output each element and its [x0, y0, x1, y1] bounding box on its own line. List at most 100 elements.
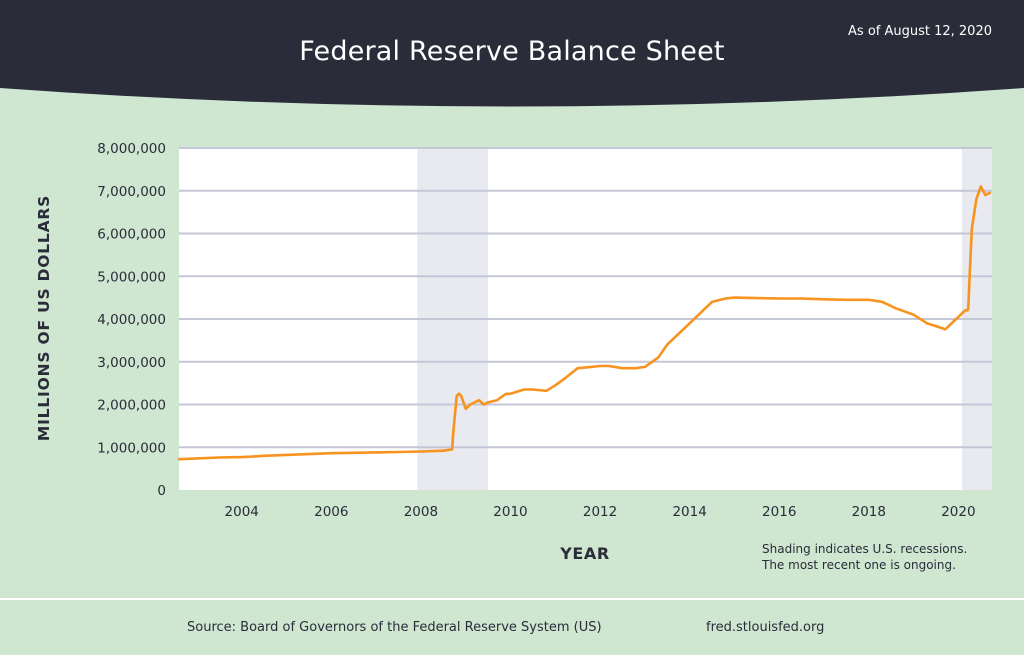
x-tick-label: 2018 — [852, 504, 886, 520]
header-banner — [0, 0, 1024, 107]
data-point — [308, 453, 310, 455]
data-point — [823, 298, 825, 301]
data-point — [478, 399, 480, 402]
data-point — [666, 343, 668, 346]
data-point — [442, 449, 445, 452]
data-point — [397, 451, 400, 453]
data-point — [778, 297, 780, 300]
data-point — [939, 326, 942, 329]
data-point — [452, 433, 454, 436]
data-point — [487, 401, 489, 404]
chart: 0 1,000,000 2,000,000 3,000,000 4,000,000 5,0… — [97, 141, 992, 520]
y-tick-label: 5,000,000 — [97, 269, 166, 285]
data-point — [962, 311, 964, 314]
source-text: Source: Board of Governors of the Federa… — [187, 620, 602, 635]
page-title: Federal Reserve Balance Sheet — [299, 36, 725, 67]
data-point — [989, 192, 991, 194]
y-axis-ticks: 0 1,000,000 2,000,000 3,000,000 4,000,000 5,0… — [97, 141, 166, 499]
footer-divider — [0, 598, 1024, 600]
data-point — [420, 450, 422, 453]
y-axis-label: MILLIONS OF US DOLLARS — [35, 194, 53, 442]
data-point — [523, 388, 525, 391]
x-tick-label: 2014 — [672, 504, 706, 520]
data-point — [644, 366, 646, 368]
data-point — [966, 309, 969, 312]
data-point — [482, 403, 485, 406]
data-point — [608, 365, 610, 367]
recession-note-line-2: The most recent one is ongoing. — [762, 558, 956, 572]
series-layer — [177, 185, 992, 461]
data-point — [968, 275, 971, 278]
data-point — [458, 393, 460, 395]
y-tick-label: 0 — [157, 483, 166, 499]
data-point — [621, 367, 624, 370]
data-point — [894, 307, 897, 310]
data-point — [733, 296, 736, 299]
data-point — [944, 328, 946, 331]
data-point — [469, 403, 472, 406]
data-point — [352, 452, 355, 454]
y-tick-label: 4,000,000 — [97, 312, 166, 328]
y-tick-label: 3,000,000 — [97, 355, 166, 371]
as-of-date: As of August 12, 2020 — [848, 24, 992, 39]
data-point — [635, 367, 637, 370]
y-tick-label: 1,000,000 — [97, 440, 166, 456]
x-tick-label: 2004 — [225, 504, 259, 520]
data-point — [711, 301, 713, 303]
data-point — [724, 297, 727, 300]
data-point — [982, 190, 984, 192]
source-url: fred.stlouisfed.org — [706, 620, 825, 635]
data-point — [532, 388, 534, 391]
data-point — [451, 448, 454, 451]
data-point — [464, 408, 467, 410]
data-point — [756, 297, 758, 299]
y-tick-label: 7,000,000 — [97, 184, 166, 200]
y-tick-label: 8,000,000 — [97, 141, 166, 157]
data-point — [980, 185, 982, 188]
data-point — [953, 320, 955, 322]
data-point — [845, 299, 848, 301]
data-point — [590, 366, 592, 368]
data-point — [563, 378, 565, 380]
data-point — [912, 313, 915, 316]
x-axis-label: YEAR — [560, 544, 610, 563]
data-point — [285, 454, 288, 456]
data-point — [971, 228, 973, 230]
data-point — [263, 455, 265, 457]
data-point — [881, 301, 884, 303]
x-tick-label: 2016 — [762, 504, 796, 520]
data-point — [455, 395, 458, 397]
data-point — [249, 455, 252, 458]
data-point — [554, 384, 557, 387]
data-point — [926, 322, 928, 325]
data-point — [545, 390, 548, 392]
x-tick-label: 2012 — [583, 504, 617, 520]
data-point — [576, 367, 579, 370]
data-point — [984, 194, 987, 196]
data-point — [967, 307, 970, 310]
data-point — [975, 198, 978, 201]
y-tick-label: 6,000,000 — [97, 227, 166, 243]
data-point — [868, 299, 870, 301]
data-point — [240, 456, 243, 458]
data-point — [957, 316, 960, 318]
data-point — [679, 331, 682, 333]
recession-note-line-1: Shading indicates U.S. recessions. — [762, 542, 968, 556]
y-tick-label: 2,000,000 — [97, 398, 166, 414]
data-point — [496, 399, 498, 402]
data-point — [178, 458, 180, 461]
data-point — [330, 452, 333, 455]
data-point — [657, 356, 660, 359]
data-point — [375, 451, 377, 454]
x-tick-label: 2010 — [493, 504, 527, 520]
data-point — [599, 365, 601, 367]
x-tick-label: 2008 — [404, 504, 438, 520]
gridlines — [179, 147, 992, 449]
data-point — [196, 457, 198, 460]
data-point — [964, 309, 966, 312]
x-axis-ticks: 2004 2006 2008 2010 2012 2014 2016 2018 2020 — [225, 504, 976, 520]
x-tick-label: 2006 — [314, 504, 348, 520]
data-point — [800, 297, 803, 300]
data-point — [946, 326, 948, 329]
data-point — [702, 309, 704, 312]
